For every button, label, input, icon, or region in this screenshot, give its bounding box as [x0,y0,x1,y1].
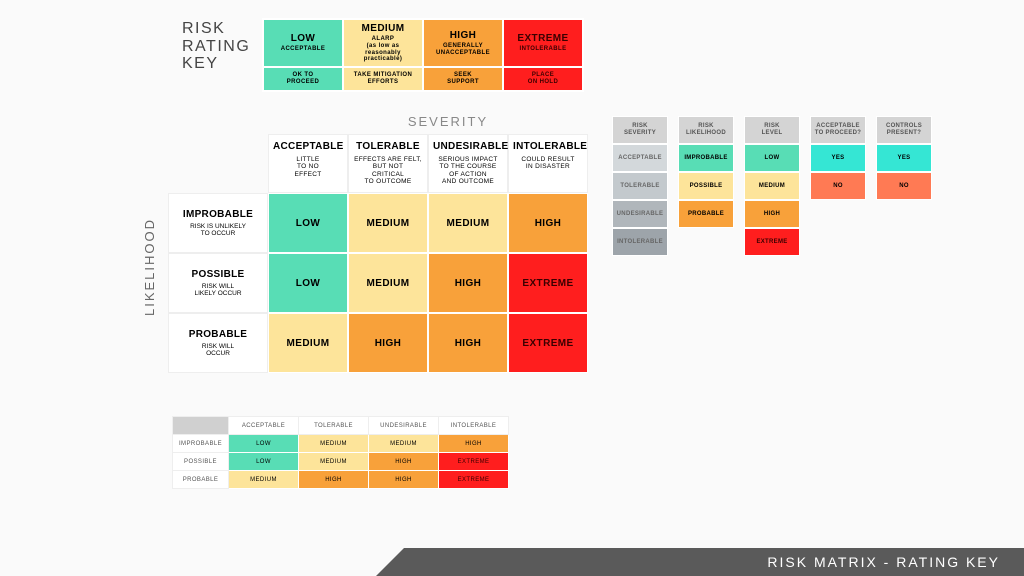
sidekey-cell: YES [810,144,866,172]
sidekey-likelihood: RISKLIKELIHOODIMPROBABLEPOSSIBLEPROBABLE [678,116,734,228]
rating-key-cell: LOWACCEPTABLE [263,19,343,67]
mini-cell: HIGH [369,471,439,489]
side-key-legends: RISKSEVERITYACCEPTABLETOLERABLEUNDESIRAB… [612,116,932,256]
matrix-col-header: INTOLERABLECOULD RESULTIN DISASTER [508,134,588,193]
sidekey-cell: NO [876,172,932,200]
mini-cell: HIGH [439,435,509,453]
sidekey-cell: POSSIBLE [678,172,734,200]
mini-risk-matrix: ACCEPTABLETOLERABLEUNDESIRABLEINTOLERABL… [172,416,509,489]
matrix-cell: HIGH [428,313,508,373]
matrix-cell: MEDIUM [348,253,428,313]
matrix-row: POSSIBLERISK WILLLIKELY OCCURLOWMEDIUMHI… [168,253,588,313]
mini-col-header: INTOLERABLE [439,417,509,435]
risk-matrix-slide: RISKRATINGKEY LOWACCEPTABLEMEDIUMALARP(a… [0,0,1024,576]
matrix-row-header: PROBABLERISK WILLOCCUR [168,313,268,373]
mini-cell: HIGH [299,471,369,489]
sidekey-cell: EXTREME [744,228,800,256]
sidekey-header: RISKLEVEL [744,116,800,144]
rating-key-action-cell: SEEKSUPPORT [423,67,503,91]
matrix-cell: MEDIUM [428,193,508,253]
rating-key-action-cell: OK TOPROCEED [263,67,343,91]
rating-key-action-cell: PLACEON HOLD [503,67,583,91]
sidekey-cell: INTOLERABLE [612,228,668,256]
sidekey-cell: NO [810,172,866,200]
sidekey-cell: UNDESIRABLE [612,200,668,228]
mini-row-header: IMPROBABLE [173,435,229,453]
matrix-cell: MEDIUM [348,193,428,253]
axis-severity: SEVERITY [288,114,608,129]
matrix-cell: MEDIUM [268,313,348,373]
mini-cell: EXTREME [439,471,509,489]
page-title: RISKRATINGKEY [182,20,250,73]
matrix-cell: HIGH [348,313,428,373]
matrix-cell: LOW [268,193,348,253]
matrix-cell: EXTREME [508,313,588,373]
mini-cell: LOW [229,453,299,471]
matrix-col-header: ACCEPTABLELITTLETO NOEFFECT [268,134,348,193]
mini-col-header: ACCEPTABLE [229,417,299,435]
sidekey-header: CONTROLSPRESENT? [876,116,932,144]
sidekey-controls: CONTROLSPRESENT?YESNO [876,116,932,200]
matrix-cell: LOW [268,253,348,313]
mini-cell: HIGH [369,453,439,471]
matrix-col-header: UNDESIRABLESERIOUS IMPACTTO THE COURSEOF… [428,134,508,193]
mini-cell: MEDIUM [299,453,369,471]
mini-cell: EXTREME [439,453,509,471]
sidekey-header: RISKLIKELIHOOD [678,116,734,144]
sidekey-cell: PROBABLE [678,200,734,228]
axis-likelihood: LIKELIHOOD [142,218,157,316]
sidekey-cell: LOW [744,144,800,172]
mini-row-header: POSSIBLE [173,453,229,471]
mini-blank-header [173,417,229,435]
sidekey-header: ACCEPTABLETO PROCEED? [810,116,866,144]
matrix-row-header: POSSIBLERISK WILLLIKELY OCCUR [168,253,268,313]
rating-key-table: LOWACCEPTABLEMEDIUMALARP(as low as reaso… [262,18,584,92]
sidekey-cell: TOLERABLE [612,172,668,200]
rating-key-cell: MEDIUMALARP(as low as reasonablypractica… [343,19,423,67]
sidekey-cell: HIGH [744,200,800,228]
matrix-row-header: IMPROBABLERISK IS UNLIKELYTO OCCUR [168,193,268,253]
footer-title: RISK MATRIX - RATING KEY [767,554,1000,570]
mini-cell: MEDIUM [299,435,369,453]
sidekey-cell: MEDIUM [744,172,800,200]
matrix-cell: HIGH [428,253,508,313]
mini-col-header: TOLERABLE [299,417,369,435]
matrix-cell: HIGH [508,193,588,253]
mini-cell: MEDIUM [369,435,439,453]
matrix-col-header: TOLERABLEEFFECTS ARE FELT,BUT NOTCRITICA… [348,134,428,193]
matrix-row: IMPROBABLERISK IS UNLIKELYTO OCCURLOWMED… [168,193,588,253]
sidekey-level: RISKLEVELLOWMEDIUMHIGHEXTREME [744,116,800,256]
footer-bar: RISK MATRIX - RATING KEY [404,548,1024,576]
sidekey-cell: YES [876,144,932,172]
sidekey-header: RISKSEVERITY [612,116,668,144]
sidekey-cell: ACCEPTABLE [612,144,668,172]
sidekey-proceed: ACCEPTABLETO PROCEED?YESNO [810,116,866,200]
rating-key-cell: EXTREMEINTOLERABLE [503,19,583,67]
mini-cell: MEDIUM [229,471,299,489]
matrix-cell: EXTREME [508,253,588,313]
sidekey-cell: IMPROBABLE [678,144,734,172]
mini-row-header: PROBABLE [173,471,229,489]
mini-cell: LOW [229,435,299,453]
sidekey-severity: RISKSEVERITYACCEPTABLETOLERABLEUNDESIRAB… [612,116,668,256]
mini-col-header: UNDESIRABLE [369,417,439,435]
rating-key-cell: HIGHGENERALLYUNACCEPTABLE [423,19,503,67]
risk-matrix: SEVERITY LIKELIHOOD ACCEPTABLELITTLETO N… [168,116,588,373]
matrix-row: PROBABLERISK WILLOCCURMEDIUMHIGHHIGHEXTR… [168,313,588,373]
rating-key-action-cell: TAKE MITIGATIONEFFORTS [343,67,423,91]
